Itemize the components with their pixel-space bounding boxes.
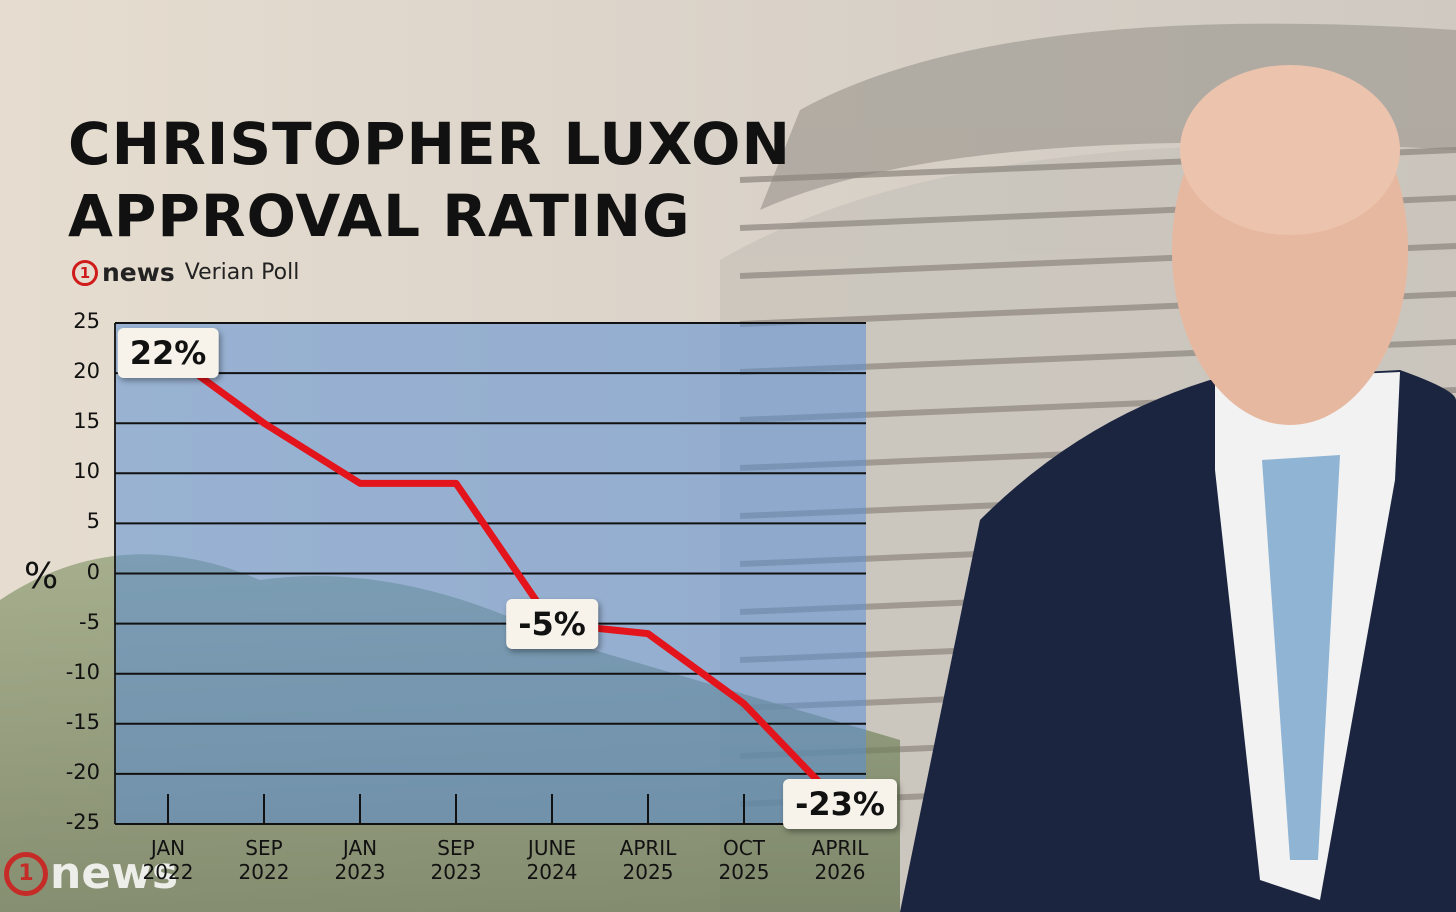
x-tick-label: JUNE 2024 bbox=[526, 836, 578, 884]
source-name: Verian Poll bbox=[184, 260, 300, 285]
x-tick-label: APRIL 2025 bbox=[619, 836, 677, 884]
value-label: 22% bbox=[117, 328, 219, 379]
chart-title: CHRISTOPHER LUXON APPROVAL RATING bbox=[68, 110, 791, 250]
logo-text: news bbox=[50, 848, 179, 899]
value-label: -23% bbox=[783, 778, 897, 829]
logo-number: 1 bbox=[72, 259, 98, 286]
y-tick-label: 15 bbox=[73, 409, 100, 434]
y-tick-label: 20 bbox=[73, 359, 100, 384]
line bbox=[165, 350, 843, 807]
x-tick-label: JAN 2023 bbox=[334, 836, 386, 884]
y-tick-label: 25 bbox=[73, 309, 100, 333]
y-tick-label: -25 bbox=[65, 810, 100, 834]
y-tick-label: 10 bbox=[73, 459, 100, 484]
logo-text: news bbox=[102, 258, 175, 287]
x-tick-label: APRIL 2026 bbox=[811, 836, 869, 884]
y-tick-label: -5 bbox=[79, 609, 100, 634]
x-tick-label: SEP 2023 bbox=[430, 836, 482, 884]
y-tick-label: 0 bbox=[86, 559, 100, 584]
y-tick-label: 5 bbox=[86, 509, 100, 534]
value-label: -5% bbox=[506, 598, 598, 649]
y-axis-label: % bbox=[24, 556, 59, 597]
y-tick-label: -20 bbox=[65, 759, 100, 784]
watermark: 1 news bbox=[4, 848, 184, 899]
logo-number: 1 bbox=[4, 851, 48, 896]
x-tick-label: SEP 2022 bbox=[238, 836, 290, 884]
person bbox=[900, 65, 1456, 912]
x-tick-label: OCT 2025 bbox=[718, 836, 770, 884]
x-tick-label: JAN 2022 bbox=[142, 836, 194, 884]
y-tick-label: -15 bbox=[65, 709, 100, 734]
y-tick-label: -10 bbox=[65, 659, 100, 684]
source: 1 news Verian Poll bbox=[72, 258, 299, 287]
